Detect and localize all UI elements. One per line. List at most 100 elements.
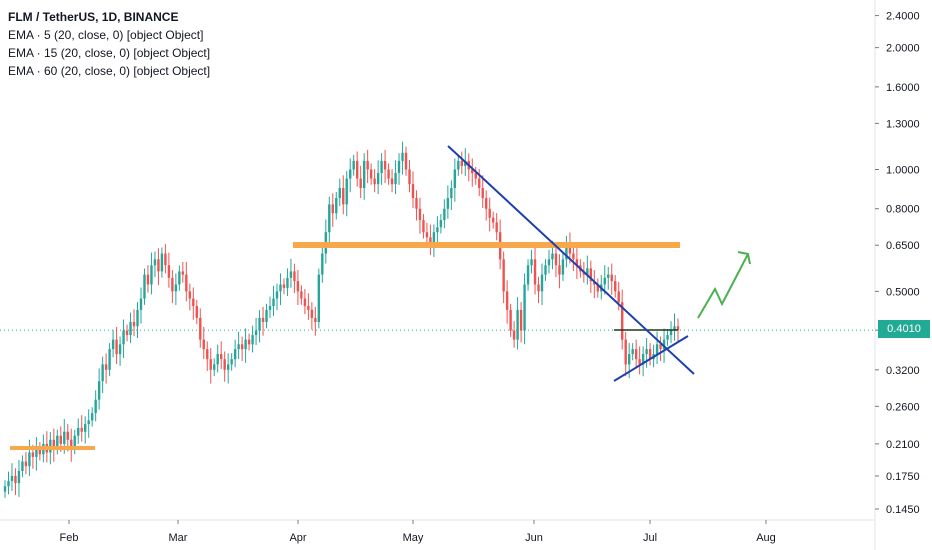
candle-body — [268, 306, 272, 310]
candle-body — [233, 349, 237, 360]
candle-body — [429, 237, 432, 246]
candle-body — [439, 220, 443, 228]
y-tick-label: 0.1750 — [886, 471, 920, 483]
candle-body — [676, 326, 680, 331]
candle-body — [185, 274, 188, 292]
candle-body — [164, 253, 167, 266]
candle-body — [317, 274, 321, 323]
candle-body — [355, 160, 359, 179]
candle-body — [111, 339, 115, 350]
x-tick-label: Jun — [525, 532, 543, 544]
candle-body — [101, 364, 104, 382]
candle-body — [21, 461, 24, 471]
candle-body — [160, 253, 164, 272]
candle-body — [436, 227, 439, 233]
candle-body — [460, 160, 464, 167]
candle-body — [73, 435, 76, 449]
candle-body — [638, 359, 641, 365]
candle-body — [624, 339, 627, 365]
candle-body — [59, 435, 62, 444]
x-tick-label: Aug — [756, 532, 776, 544]
candle-body — [143, 274, 146, 299]
candle-body — [558, 265, 561, 275]
candle-body — [300, 291, 303, 299]
candle-body — [607, 274, 610, 278]
candle-body — [450, 188, 453, 199]
candle-body — [63, 431, 66, 444]
candle-body — [352, 160, 355, 170]
candle-body — [97, 381, 101, 400]
candle-body — [230, 359, 233, 365]
candle-body — [446, 198, 450, 209]
candle-body — [296, 281, 300, 292]
projection-path[interactable] — [697, 253, 749, 319]
candle-body — [240, 344, 244, 350]
candle-body — [282, 284, 286, 288]
candle-body — [390, 178, 394, 185]
y-tick-label: 0.6500 — [886, 240, 920, 252]
candle-body — [213, 364, 216, 370]
candle-body — [94, 399, 97, 414]
candle-body — [641, 354, 645, 365]
candle-body — [14, 475, 17, 484]
candle-body — [547, 259, 551, 266]
candle-body — [561, 259, 565, 275]
candle-body — [150, 265, 153, 285]
candle-body — [645, 349, 648, 355]
candle-body — [603, 277, 606, 285]
candle-body — [554, 253, 558, 266]
candle-body — [338, 188, 341, 199]
candle-body — [464, 160, 467, 167]
candle-body — [369, 169, 373, 179]
candle-body — [202, 339, 205, 350]
candle-body — [495, 222, 498, 233]
y-tick-label: 1.0000 — [886, 165, 920, 177]
candle-body — [422, 220, 425, 233]
candle-body — [453, 169, 457, 189]
candle-body — [349, 169, 352, 179]
candle-body — [394, 173, 397, 185]
candle-body — [631, 349, 634, 355]
candle-body — [401, 152, 404, 161]
candle-body — [387, 169, 390, 179]
candle-body — [272, 298, 275, 307]
candle-body — [289, 271, 293, 278]
candle-body — [617, 291, 620, 303]
candle-body — [178, 271, 181, 285]
candle-body — [66, 431, 69, 440]
candle-body — [195, 306, 198, 318]
candle-body — [376, 173, 380, 185]
candle-body — [383, 160, 387, 170]
candle-body — [24, 461, 28, 467]
descending-trendline[interactable] — [447, 145, 695, 375]
candle-body — [662, 339, 666, 350]
candle-body — [478, 178, 481, 189]
candle-body — [575, 259, 579, 266]
x-tick-label: Jul — [643, 532, 657, 544]
candle-body — [261, 317, 265, 323]
candle-body — [28, 452, 31, 467]
ema-5-label: EMA · 5 (20, close, 0) [object Object] — [8, 28, 204, 42]
ascending-trendline[interactable] — [613, 335, 689, 382]
candle-body — [659, 344, 662, 350]
candle-body — [621, 302, 624, 340]
candle-body — [551, 253, 554, 260]
candle-body — [10, 475, 14, 482]
candle-body — [530, 259, 533, 266]
candle-body — [70, 439, 73, 449]
candle-body — [362, 160, 366, 189]
candle-body — [7, 481, 10, 487]
candle-body — [244, 339, 247, 350]
candle-body — [614, 281, 617, 292]
x-tick-label: Mar — [169, 532, 188, 544]
candle-body — [491, 217, 495, 223]
y-tick-label: 0.3200 — [886, 365, 920, 377]
candle-body — [115, 339, 118, 355]
candle-body — [627, 354, 631, 365]
candle-body — [174, 284, 178, 292]
candle-body — [310, 309, 314, 318]
candle-body — [192, 298, 195, 307]
candle-body — [153, 259, 157, 266]
